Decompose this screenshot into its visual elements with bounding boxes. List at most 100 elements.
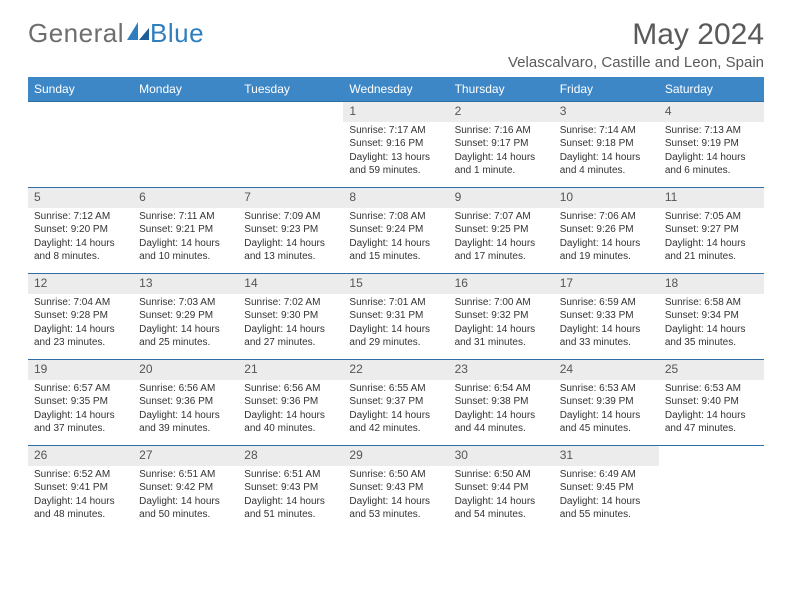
calendar-day-cell: 16Sunrise: 7:00 AMSunset: 9:32 PMDayligh… (449, 274, 554, 360)
day-detail: Sunrise: 7:16 AMSunset: 9:17 PMDaylight:… (449, 122, 554, 182)
calendar-empty-cell (238, 102, 343, 188)
calendar-day-cell: 14Sunrise: 7:02 AMSunset: 9:30 PMDayligh… (238, 274, 343, 360)
weekday-header: Thursday (449, 77, 554, 102)
day-detail: Sunrise: 6:59 AMSunset: 9:33 PMDaylight:… (554, 294, 659, 354)
day-number: 6 (133, 188, 238, 208)
calendar-week-row: 5Sunrise: 7:12 AMSunset: 9:20 PMDaylight… (28, 188, 764, 274)
weekday-header: Sunday (28, 77, 133, 102)
calendar-day-cell: 8Sunrise: 7:08 AMSunset: 9:24 PMDaylight… (343, 188, 448, 274)
day-number: 15 (343, 274, 448, 294)
calendar-day-cell: 30Sunrise: 6:50 AMSunset: 9:44 PMDayligh… (449, 446, 554, 532)
calendar-day-cell: 22Sunrise: 6:55 AMSunset: 9:37 PMDayligh… (343, 360, 448, 446)
calendar-page: General Blue May 2024 Velascalvaro, Casti… (0, 0, 792, 531)
calendar-empty-cell (28, 102, 133, 188)
calendar-day-cell: 29Sunrise: 6:50 AMSunset: 9:43 PMDayligh… (343, 446, 448, 532)
calendar-day-cell: 6Sunrise: 7:11 AMSunset: 9:21 PMDaylight… (133, 188, 238, 274)
calendar-day-cell: 1Sunrise: 7:17 AMSunset: 9:16 PMDaylight… (343, 102, 448, 188)
calendar-day-cell: 9Sunrise: 7:07 AMSunset: 9:25 PMDaylight… (449, 188, 554, 274)
header: General Blue May 2024 Velascalvaro, Casti… (28, 18, 764, 71)
day-detail: Sunrise: 7:03 AMSunset: 9:29 PMDaylight:… (133, 294, 238, 354)
day-number: 11 (659, 188, 764, 208)
calendar-day-cell: 2Sunrise: 7:16 AMSunset: 9:17 PMDaylight… (449, 102, 554, 188)
page-title: May 2024 (508, 18, 764, 52)
day-number: 17 (554, 274, 659, 294)
calendar-empty-cell (659, 446, 764, 532)
calendar-week-row: 12Sunrise: 7:04 AMSunset: 9:28 PMDayligh… (28, 274, 764, 360)
calendar-day-cell: 24Sunrise: 6:53 AMSunset: 9:39 PMDayligh… (554, 360, 659, 446)
day-number: 21 (238, 360, 343, 380)
day-detail: Sunrise: 6:51 AMSunset: 9:42 PMDaylight:… (133, 466, 238, 526)
calendar-day-cell: 25Sunrise: 6:53 AMSunset: 9:40 PMDayligh… (659, 360, 764, 446)
calendar-table: SundayMondayTuesdayWednesdayThursdayFrid… (28, 77, 764, 531)
calendar-day-cell: 19Sunrise: 6:57 AMSunset: 9:35 PMDayligh… (28, 360, 133, 446)
day-detail: Sunrise: 6:53 AMSunset: 9:40 PMDaylight:… (659, 380, 764, 440)
calendar-day-cell: 18Sunrise: 6:58 AMSunset: 9:34 PMDayligh… (659, 274, 764, 360)
day-detail: Sunrise: 6:50 AMSunset: 9:43 PMDaylight:… (343, 466, 448, 526)
day-detail: Sunrise: 6:56 AMSunset: 9:36 PMDaylight:… (238, 380, 343, 440)
weekday-header: Friday (554, 77, 659, 102)
calendar-day-cell: 7Sunrise: 7:09 AMSunset: 9:23 PMDaylight… (238, 188, 343, 274)
day-detail: Sunrise: 7:04 AMSunset: 9:28 PMDaylight:… (28, 294, 133, 354)
day-detail: Sunrise: 6:49 AMSunset: 9:45 PMDaylight:… (554, 466, 659, 526)
day-number: 3 (554, 102, 659, 122)
day-number: 28 (238, 446, 343, 466)
calendar-day-cell: 23Sunrise: 6:54 AMSunset: 9:38 PMDayligh… (449, 360, 554, 446)
calendar-day-cell: 20Sunrise: 6:56 AMSunset: 9:36 PMDayligh… (133, 360, 238, 446)
day-detail: Sunrise: 6:52 AMSunset: 9:41 PMDaylight:… (28, 466, 133, 526)
day-number: 24 (554, 360, 659, 380)
day-number: 30 (449, 446, 554, 466)
day-number: 26 (28, 446, 133, 466)
calendar-day-cell: 12Sunrise: 7:04 AMSunset: 9:28 PMDayligh… (28, 274, 133, 360)
day-detail: Sunrise: 7:02 AMSunset: 9:30 PMDaylight:… (238, 294, 343, 354)
day-number: 13 (133, 274, 238, 294)
calendar-day-cell: 4Sunrise: 7:13 AMSunset: 9:19 PMDaylight… (659, 102, 764, 188)
calendar-day-cell: 15Sunrise: 7:01 AMSunset: 9:31 PMDayligh… (343, 274, 448, 360)
calendar-day-cell: 21Sunrise: 6:56 AMSunset: 9:36 PMDayligh… (238, 360, 343, 446)
day-detail: Sunrise: 6:56 AMSunset: 9:36 PMDaylight:… (133, 380, 238, 440)
calendar-day-cell: 11Sunrise: 7:05 AMSunset: 9:27 PMDayligh… (659, 188, 764, 274)
calendar-day-cell: 17Sunrise: 6:59 AMSunset: 9:33 PMDayligh… (554, 274, 659, 360)
logo-text-b: Blue (150, 18, 204, 49)
day-detail: Sunrise: 6:55 AMSunset: 9:37 PMDaylight:… (343, 380, 448, 440)
calendar-day-cell: 3Sunrise: 7:14 AMSunset: 9:18 PMDaylight… (554, 102, 659, 188)
day-number: 29 (343, 446, 448, 466)
calendar-week-row: 1Sunrise: 7:17 AMSunset: 9:16 PMDaylight… (28, 102, 764, 188)
day-number: 20 (133, 360, 238, 380)
day-detail: Sunrise: 6:53 AMSunset: 9:39 PMDaylight:… (554, 380, 659, 440)
day-detail: Sunrise: 7:07 AMSunset: 9:25 PMDaylight:… (449, 208, 554, 268)
day-detail: Sunrise: 6:51 AMSunset: 9:43 PMDaylight:… (238, 466, 343, 526)
weekday-header: Saturday (659, 77, 764, 102)
day-detail: Sunrise: 7:06 AMSunset: 9:26 PMDaylight:… (554, 208, 659, 268)
logo-text-a: General (28, 18, 124, 49)
logo-sail-icon (127, 22, 149, 42)
day-number: 8 (343, 188, 448, 208)
day-detail: Sunrise: 7:00 AMSunset: 9:32 PMDaylight:… (449, 294, 554, 354)
day-detail: Sunrise: 7:17 AMSunset: 9:16 PMDaylight:… (343, 122, 448, 182)
day-number: 22 (343, 360, 448, 380)
day-number: 19 (28, 360, 133, 380)
day-detail: Sunrise: 7:13 AMSunset: 9:19 PMDaylight:… (659, 122, 764, 182)
day-number: 5 (28, 188, 133, 208)
day-number: 2 (449, 102, 554, 122)
day-number: 9 (449, 188, 554, 208)
title-block: May 2024 Velascalvaro, Castille and Leon… (508, 18, 764, 71)
calendar-header-row: SundayMondayTuesdayWednesdayThursdayFrid… (28, 77, 764, 102)
day-detail: Sunrise: 7:08 AMSunset: 9:24 PMDaylight:… (343, 208, 448, 268)
day-detail: Sunrise: 6:58 AMSunset: 9:34 PMDaylight:… (659, 294, 764, 354)
day-detail: Sunrise: 6:57 AMSunset: 9:35 PMDaylight:… (28, 380, 133, 440)
calendar-day-cell: 26Sunrise: 6:52 AMSunset: 9:41 PMDayligh… (28, 446, 133, 532)
weekday-header: Wednesday (343, 77, 448, 102)
calendar-day-cell: 28Sunrise: 6:51 AMSunset: 9:43 PMDayligh… (238, 446, 343, 532)
day-number: 18 (659, 274, 764, 294)
day-number: 23 (449, 360, 554, 380)
calendar-empty-cell (133, 102, 238, 188)
day-detail: Sunrise: 7:01 AMSunset: 9:31 PMDaylight:… (343, 294, 448, 354)
day-number: 7 (238, 188, 343, 208)
calendar-day-cell: 31Sunrise: 6:49 AMSunset: 9:45 PMDayligh… (554, 446, 659, 532)
day-number: 1 (343, 102, 448, 122)
calendar-week-row: 19Sunrise: 6:57 AMSunset: 9:35 PMDayligh… (28, 360, 764, 446)
day-detail: Sunrise: 6:54 AMSunset: 9:38 PMDaylight:… (449, 380, 554, 440)
calendar-day-cell: 10Sunrise: 7:06 AMSunset: 9:26 PMDayligh… (554, 188, 659, 274)
day-detail: Sunrise: 6:50 AMSunset: 9:44 PMDaylight:… (449, 466, 554, 526)
calendar-day-cell: 13Sunrise: 7:03 AMSunset: 9:29 PMDayligh… (133, 274, 238, 360)
